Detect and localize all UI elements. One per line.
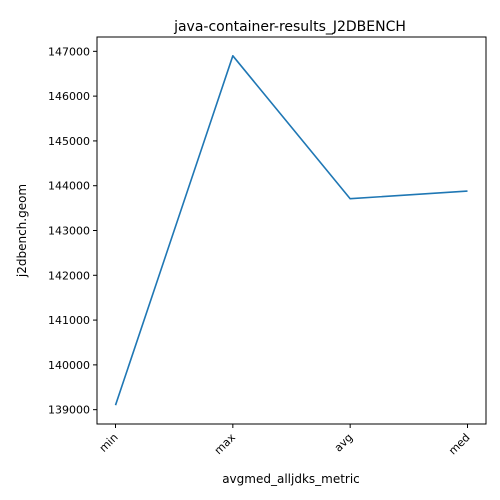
y-tick-label: 145000 <box>48 135 90 148</box>
x-tick-label: med <box>446 431 472 457</box>
x-tick-label: max <box>212 431 238 457</box>
y-tick-label: 144000 <box>48 180 90 193</box>
plot-frame <box>96 36 487 425</box>
chart-title: java-container-results_J2DBENCH <box>173 19 406 35</box>
series-layer <box>114 55 468 406</box>
y-tick-label: 139000 <box>48 404 90 417</box>
y-tick-label: 142000 <box>48 269 90 282</box>
x-axis: min max avg med <box>97 424 473 457</box>
x-tick-label: avg <box>332 431 356 455</box>
y-axis: 139000 140000 141000 142000 143000 144000 1450… <box>48 45 97 417</box>
y-tick-label: 147000 <box>48 45 90 58</box>
y-tick-label: 146000 <box>48 90 90 103</box>
y-axis-label: j2dbench.geom <box>15 184 29 278</box>
y-tick-label: 143000 <box>48 225 90 238</box>
series-line <box>114 55 468 406</box>
x-axis-label: avgmed_alljdks_metric <box>222 472 360 486</box>
x-tick-label: min <box>97 431 121 455</box>
y-tick-label: 141000 <box>48 314 90 327</box>
y-tick-label: 140000 <box>48 359 90 372</box>
